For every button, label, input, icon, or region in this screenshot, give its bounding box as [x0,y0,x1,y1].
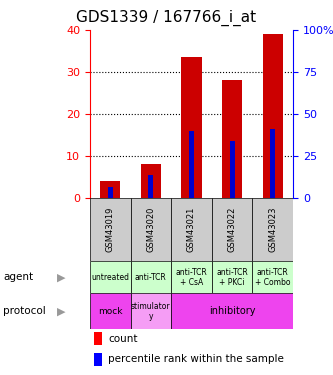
Text: GSM43022: GSM43022 [227,207,237,252]
Bar [131,198,171,261]
Bar [94,353,102,366]
Bar [189,131,194,198]
Text: anti-TCR
+ Combo: anti-TCR + Combo [255,267,290,287]
Text: stimulator
y: stimulator y [131,302,170,321]
Text: anti-TCR
+ CsA: anti-TCR + CsA [175,267,207,287]
Text: GSM43019: GSM43019 [106,207,115,252]
Bar [90,261,131,293]
Bar [90,198,131,261]
Text: GDS1339 / 167766_i_at: GDS1339 / 167766_i_at [77,10,256,26]
Bar [252,261,293,293]
Text: anti-TCR: anti-TCR [135,273,167,282]
Bar [94,333,102,345]
Text: GSM43020: GSM43020 [146,207,156,252]
Bar [212,198,252,261]
Bar [252,198,293,261]
Text: ▶: ▶ [57,272,66,282]
Text: ▶: ▶ [57,306,66,316]
Bar [212,261,252,293]
Bar [131,261,171,293]
Bar [131,293,171,329]
Bar [90,293,131,329]
Bar [230,141,234,198]
Bar [222,80,242,198]
Text: GSM43021: GSM43021 [187,207,196,252]
Text: GSM43023: GSM43023 [268,207,277,252]
Text: inhibitory: inhibitory [209,306,255,316]
Bar [171,198,212,261]
Bar [181,57,202,198]
Bar [263,34,283,198]
Text: percentile rank within the sample: percentile rank within the sample [108,354,284,364]
Bar [100,181,121,198]
Text: count: count [108,333,138,344]
Bar [171,293,293,329]
Bar [270,129,275,198]
Text: agent: agent [3,272,33,282]
Bar [108,188,113,198]
Bar [149,175,153,198]
Bar [141,164,161,198]
Text: mock: mock [98,307,123,316]
Text: untreated: untreated [91,273,129,282]
Text: protocol: protocol [3,306,46,316]
Text: anti-TCR
+ PKCi: anti-TCR + PKCi [216,267,248,287]
Bar [171,261,212,293]
